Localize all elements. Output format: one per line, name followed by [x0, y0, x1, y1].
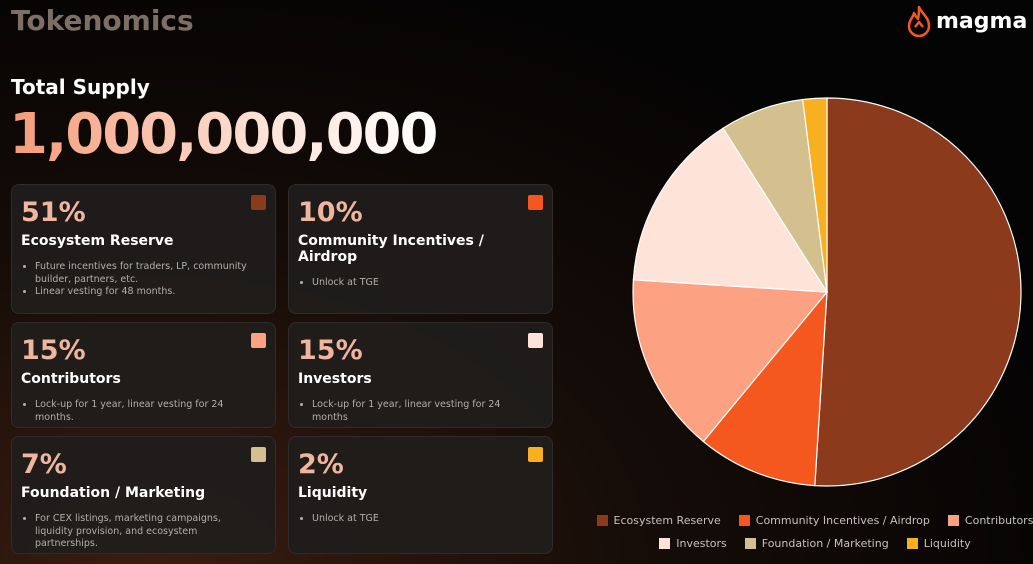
bullet: Lock-up for 1 year, linear vesting for 2… — [35, 399, 260, 424]
legend-item: Liquidity — [906, 537, 971, 550]
card-title: Contributors — [21, 371, 121, 387]
page-title: Tokenomics — [11, 4, 194, 37]
color-swatch — [528, 195, 543, 210]
bullet: Unlock at TGE — [312, 277, 537, 290]
legend-item: Ecosystem Reserve — [596, 514, 721, 527]
legend-item: Investors — [659, 537, 727, 550]
color-swatch — [528, 333, 543, 348]
color-swatch — [251, 447, 266, 462]
legend-label: Foundation / Marketing — [761, 537, 889, 550]
pie-slice — [814, 97, 1022, 487]
pie-chart — [632, 97, 1022, 487]
legend-swatch — [744, 538, 756, 549]
legend-label: Contributors — [964, 514, 1033, 527]
legend-label: Liquidity — [923, 537, 971, 550]
card-title: Foundation / Marketing — [21, 485, 206, 501]
legend-label: Ecosystem Reserve — [613, 514, 721, 527]
card: 10% Community Incentives / Airdrop Unlock … — [288, 184, 553, 314]
card-percent: 15% — [21, 335, 86, 366]
card: 51% Ecosystem Reserve Future incentives fo… — [11, 184, 276, 314]
card-percent: 2% — [298, 449, 344, 480]
bullet: Future incentives for traders, LP, commu… — [35, 261, 260, 286]
card-title: Ecosystem Reserve — [21, 233, 174, 249]
pie-slice — [702, 290, 828, 487]
bullet-list: Future incentives for traders, LP, commu… — [21, 261, 260, 299]
card: 15% Investors Lock-up for 1 year, linear v… — [288, 322, 553, 428]
pie-slice — [632, 279, 829, 443]
card-title: Investors — [298, 371, 372, 387]
legend-swatch — [659, 538, 671, 549]
logo-text: magma — [936, 8, 1028, 34]
card-percent: 10% — [298, 197, 363, 228]
bullet: Unlock at TGE — [312, 513, 537, 526]
bullet-list: Unlock at TGE — [298, 513, 537, 526]
bullet-list: Lock-up for 1 year, linear vesting for 2… — [298, 399, 537, 424]
bullet: For CEX listings, marketing campaigns, l… — [35, 513, 260, 551]
legend-label: Investors — [676, 537, 727, 550]
legend: Ecosystem Reserve Community Incentives / … — [590, 514, 1033, 550]
pie-slice — [802, 97, 828, 293]
legend-item: Foundation / Marketing — [744, 537, 889, 550]
card: 7% Foundation / Marketing For CEX listings… — [11, 436, 276, 554]
bullet: Linear vesting for 48 months. — [35, 286, 260, 299]
card: 15% Contributors Lock-up for 1 year, linea… — [11, 322, 276, 428]
legend-swatch — [906, 538, 918, 549]
legend-label: Community Incentives / Airdrop — [755, 514, 930, 527]
legend-swatch — [947, 515, 959, 526]
bullet: Lock-up for 1 year, linear vesting for 2… — [312, 399, 537, 424]
color-swatch — [528, 447, 543, 462]
legend-swatch — [738, 515, 750, 526]
card-percent: 51% — [21, 197, 86, 228]
card: 2% Liquidity Unlock at TGE — [288, 436, 553, 554]
card-percent: 15% — [298, 335, 363, 366]
bullet-list: Lock-up for 1 year, linear vesting for 2… — [21, 399, 260, 424]
bullet-list: Unlock at TGE — [298, 277, 537, 290]
bullet-list: For CEX listings, marketing campaigns, l… — [21, 513, 260, 551]
logo: magma — [906, 5, 1027, 37]
color-swatch — [251, 333, 266, 348]
card-title: Community Incentives / Airdrop — [298, 233, 484, 265]
legend-item: Contributors — [947, 514, 1033, 527]
supply-label: Total Supply — [11, 75, 150, 99]
logo-icon — [907, 5, 931, 37]
supply-value: 1,000,000,000 — [9, 102, 438, 167]
card-title: Liquidity — [298, 485, 368, 501]
pie-slice — [632, 127, 829, 293]
color-swatch — [251, 195, 266, 210]
legend-swatch — [596, 515, 608, 526]
legend-item: Community Incentives / Airdrop — [738, 514, 930, 527]
card-percent: 7% — [21, 449, 67, 480]
